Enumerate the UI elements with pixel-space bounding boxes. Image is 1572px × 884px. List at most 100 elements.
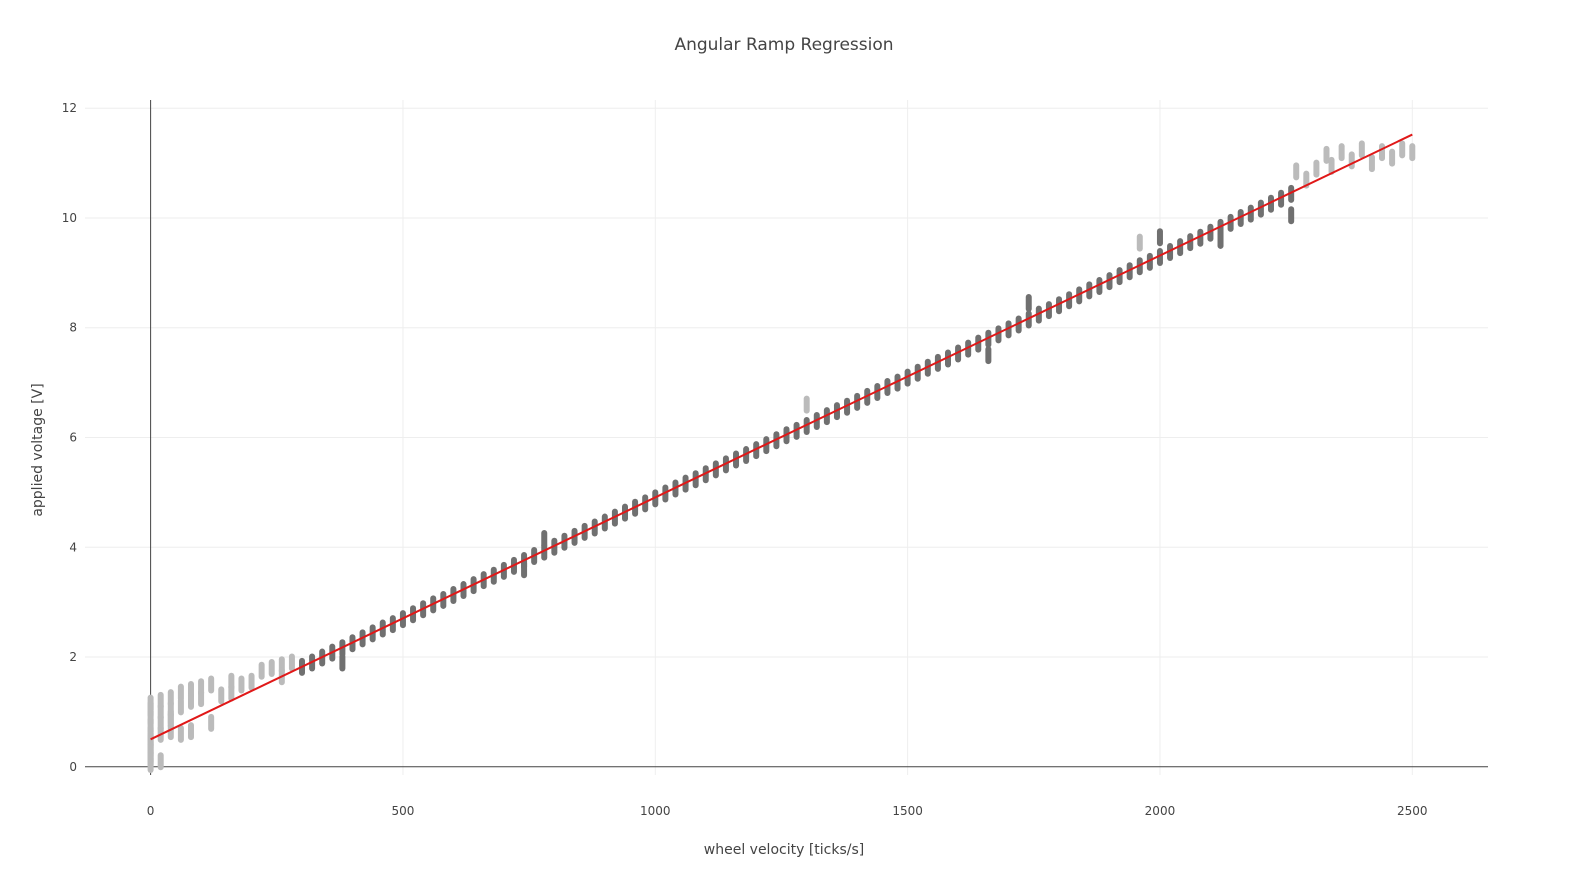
excluded-data-point xyxy=(258,661,265,680)
y-tick-label: 0 xyxy=(69,760,77,774)
excluded-data-point xyxy=(248,672,255,691)
excluded-points xyxy=(147,140,1416,774)
included-data-point xyxy=(1146,252,1153,271)
included-data-point xyxy=(1227,213,1234,232)
included-data-point xyxy=(803,416,810,435)
excluded-data-point xyxy=(157,752,164,771)
included-data-point xyxy=(743,446,750,465)
excluded-data-point xyxy=(208,675,215,694)
included-data-point xyxy=(1288,206,1295,225)
included-data-point xyxy=(1247,204,1254,223)
included-data-point xyxy=(1106,272,1113,291)
excluded-data-point xyxy=(1313,159,1320,178)
included-data-point xyxy=(1156,228,1163,247)
x-tick-label: 1000 xyxy=(640,804,671,818)
included-data-point xyxy=(1207,223,1214,242)
excluded-data-point xyxy=(288,653,295,672)
y-tick-label: 10 xyxy=(62,211,77,225)
included-data-point xyxy=(965,339,972,358)
included-data-point xyxy=(1167,243,1174,262)
included-data-point xyxy=(1066,291,1073,310)
included-data-point xyxy=(1126,262,1133,281)
included-data-point xyxy=(1187,233,1194,252)
excluded-data-point xyxy=(177,724,184,743)
excluded-data-point xyxy=(208,713,215,732)
included-data-point xyxy=(1257,199,1264,218)
excluded-data-point xyxy=(1379,143,1386,162)
excluded-data-point xyxy=(167,708,174,727)
included-data-point xyxy=(1288,184,1295,203)
excluded-data-point xyxy=(187,691,194,710)
excluded-data-point xyxy=(1358,140,1365,159)
included-data-point xyxy=(1278,189,1285,208)
included-data-point xyxy=(955,344,962,363)
excluded-data-point xyxy=(218,686,225,705)
excluded-data-point xyxy=(1399,140,1406,159)
included-data-point xyxy=(1096,277,1103,296)
excluded-data-point xyxy=(268,658,275,677)
included-data-point xyxy=(1177,238,1184,257)
y-tick-label: 12 xyxy=(62,101,77,115)
excluded-data-point xyxy=(1348,151,1355,170)
excluded-data-point xyxy=(1136,233,1143,252)
included-data-point xyxy=(1156,247,1163,266)
excluded-data-point xyxy=(238,675,245,694)
excluded-data-point xyxy=(167,722,174,741)
x-tick-label: 2500 xyxy=(1397,804,1428,818)
included-data-point xyxy=(1267,194,1274,213)
included-data-point xyxy=(339,653,346,672)
excluded-data-point xyxy=(1323,145,1330,164)
included-data-point xyxy=(1056,296,1063,315)
fit-line-layer xyxy=(150,133,1413,741)
included-data-point xyxy=(541,530,548,549)
y-tick-label: 4 xyxy=(69,540,77,554)
y-axis-label: applied voltage [V] xyxy=(30,383,46,516)
included-data-point xyxy=(904,368,911,387)
excluded-data-point xyxy=(187,722,194,741)
included-data-point xyxy=(692,470,699,489)
excluded-data-point xyxy=(177,683,184,702)
included-data-point xyxy=(1005,320,1012,339)
included-data-point xyxy=(894,373,901,392)
included-data-point xyxy=(1045,301,1052,320)
included-data-point xyxy=(944,349,951,368)
excluded-data-point xyxy=(147,694,154,713)
axes: 0 500 1000 1500 2000 2500 0 2 4 6 8 10 12 xyxy=(62,100,1488,818)
included-data-point xyxy=(854,392,861,411)
included-data-point xyxy=(1025,294,1032,313)
excluded-data-point xyxy=(1409,143,1416,162)
included-data-point xyxy=(1237,208,1244,227)
excluded-data-point xyxy=(1338,143,1345,162)
included-data-point xyxy=(995,325,1002,344)
excluded-data-point xyxy=(1293,162,1300,181)
included-data-point xyxy=(844,397,851,416)
fit-line xyxy=(150,133,1413,741)
excluded-data-point xyxy=(803,395,810,414)
x-tick-label: 2000 xyxy=(1145,804,1176,818)
x-tick-label: 1500 xyxy=(892,804,923,818)
included-data-point xyxy=(1116,267,1123,286)
y-tick-label: 6 xyxy=(69,431,77,445)
excluded-data-point xyxy=(1368,154,1375,173)
excluded-data-point xyxy=(228,683,235,702)
excluded-data-point xyxy=(177,697,184,716)
included-data-point xyxy=(985,346,992,365)
y-tick-label: 8 xyxy=(69,321,77,335)
x-axis-label: wheel velocity [ticks/s] xyxy=(704,842,864,858)
x-tick-label: 500 xyxy=(391,804,414,818)
included-data-point xyxy=(1015,315,1022,334)
y-tick-label: 2 xyxy=(69,650,77,664)
excluded-data-point xyxy=(1389,148,1396,167)
included-data-point xyxy=(1076,286,1083,305)
grid xyxy=(85,100,1488,775)
included-data-point xyxy=(1217,230,1224,249)
chart-title: Angular Ramp Regression xyxy=(674,35,893,55)
x-tick-label: 0 xyxy=(147,804,155,818)
included-data-point xyxy=(1197,228,1204,247)
included-data-point xyxy=(793,421,800,440)
excluded-data-point xyxy=(198,689,205,708)
included-data-point xyxy=(521,560,528,579)
excluded-data-point xyxy=(1328,156,1335,175)
